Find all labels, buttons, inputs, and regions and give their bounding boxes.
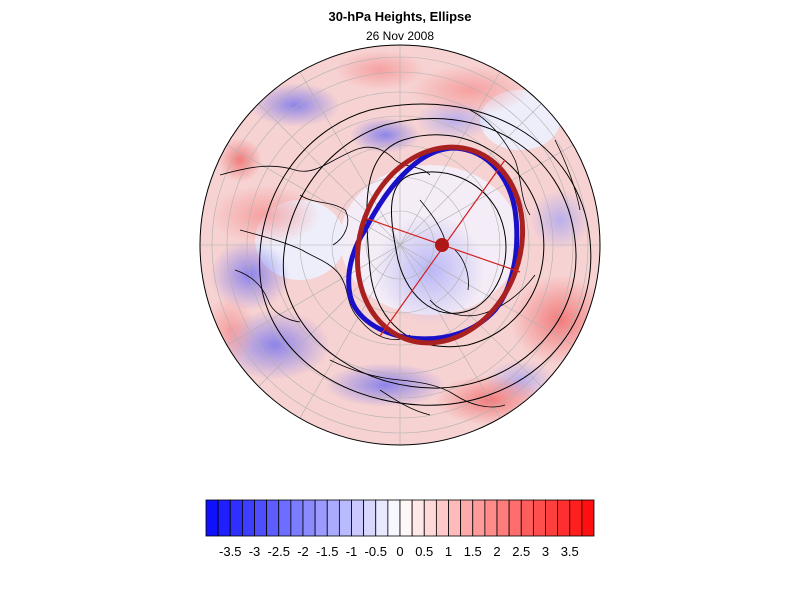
colorbar-box <box>205 499 219 537</box>
colorbar-box <box>302 499 316 537</box>
colorbar-tick-label: -1 <box>346 544 358 559</box>
colorbar-tick-label: -1.5 <box>316 544 338 559</box>
colorbar-box <box>484 499 498 537</box>
colorbar-box <box>363 499 377 537</box>
colorbar-box <box>326 499 340 537</box>
colorbar-box <box>399 499 413 537</box>
colorbar-box <box>375 499 389 537</box>
colorbar-box <box>338 499 352 537</box>
colorbar-box <box>520 499 534 537</box>
colorbar-box <box>532 499 546 537</box>
colorbar-box <box>508 499 522 537</box>
colorbar-box <box>496 499 510 537</box>
colorbar-box <box>460 499 474 537</box>
colorbar-tick-label: -3.5 <box>219 544 241 559</box>
ellipse-center-marker <box>435 238 449 252</box>
colorbar-box <box>351 499 365 537</box>
colorbar-box <box>423 499 437 537</box>
colorbar-box <box>411 499 425 537</box>
colorbar-tick-label: 2 <box>493 544 500 559</box>
colorbar-box <box>229 499 243 537</box>
colorbar-box <box>472 499 486 537</box>
colorbar-box <box>278 499 292 537</box>
colorbar-box <box>266 499 280 537</box>
colorbar-tick-label: 0 <box>396 544 403 559</box>
fitted-ellipse <box>354 144 526 346</box>
map-border <box>199 44 601 446</box>
colorbar-box <box>581 499 595 537</box>
colorbar-box <box>217 499 231 537</box>
colorbar-box <box>387 499 401 537</box>
colorbar-tick-label: -0.5 <box>365 544 387 559</box>
colorbar-tick-label: 0.5 <box>415 544 433 559</box>
colorbar-box <box>557 499 571 537</box>
polar-map <box>199 44 601 446</box>
colorbar-box <box>435 499 449 537</box>
colorbar-tick-label: 1.5 <box>464 544 482 559</box>
chart-title: 30-hPa Heights, Ellipse <box>328 9 472 24</box>
colorbar-box <box>290 499 304 537</box>
colorbar-tick-label: -2 <box>297 544 309 559</box>
colorbar-box <box>254 499 268 537</box>
colorbar-tick-label: 3.5 <box>561 544 579 559</box>
colorbar-tick-labels: -3.5 -3 -2.5 -2 -1.5 -1 -0.5 0 0.5 1 1.5 2 2.5 3 3.5 <box>219 544 579 559</box>
colorbar-tick-label: 2.5 <box>512 544 530 559</box>
colorbar-box <box>569 499 583 537</box>
colorbar-tick-label: -3 <box>249 544 261 559</box>
anomaly-field <box>200 45 600 445</box>
colorbar-tick-label: 1 <box>445 544 452 559</box>
chart-date: 26 Nov 2008 <box>365 29 435 43</box>
coastlines <box>219 109 581 416</box>
colorbar-boxes <box>205 499 595 537</box>
colorbar-box <box>545 499 559 537</box>
colorbar-box <box>314 499 328 537</box>
colorbar-tick-label: -2.5 <box>268 544 290 559</box>
colorbar-box <box>448 499 462 537</box>
colorbar-box <box>241 499 255 537</box>
colorbar-tick-label: 3 <box>542 544 549 559</box>
